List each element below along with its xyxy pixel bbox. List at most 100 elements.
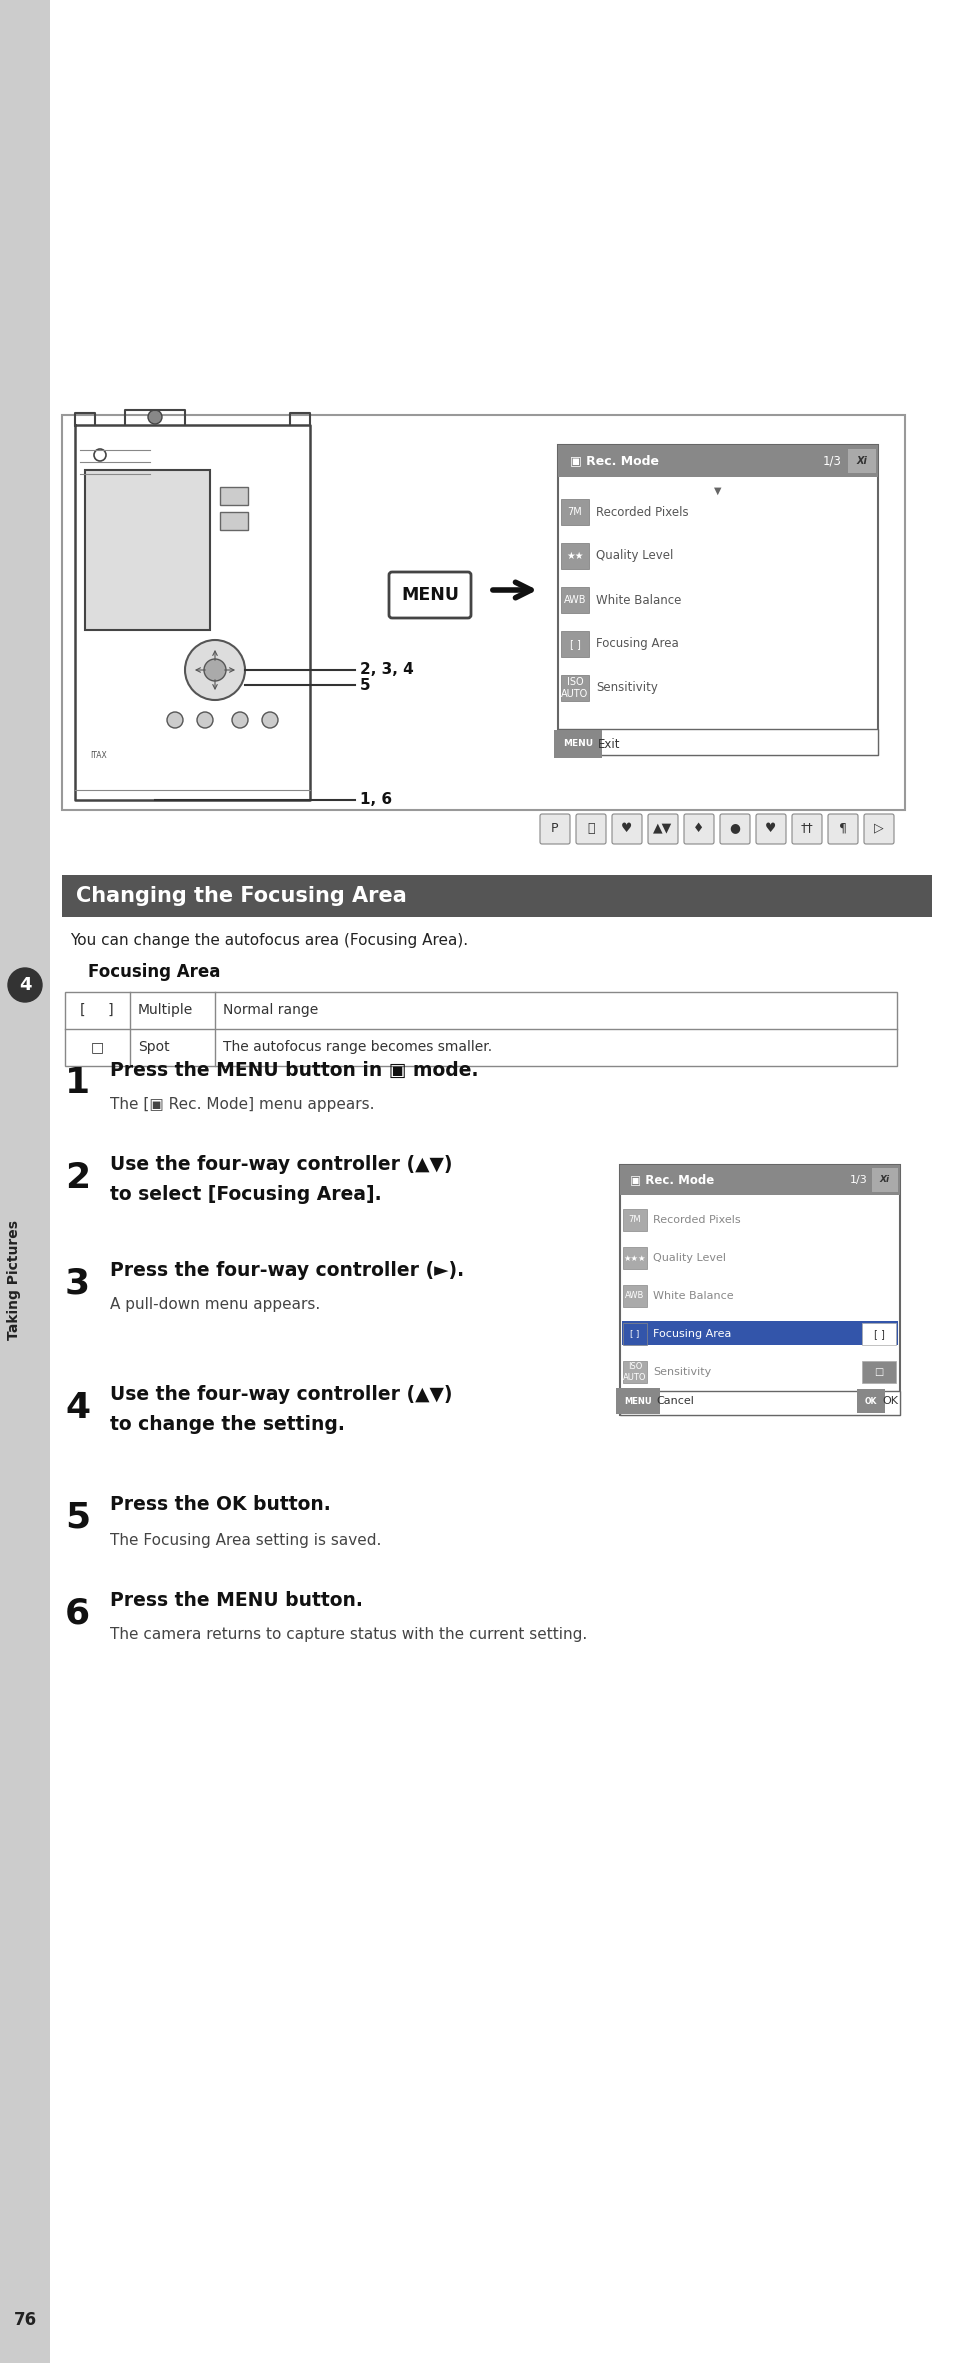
Text: The camera returns to capture status with the current setting.: The camera returns to capture status wit… [110, 1628, 587, 1642]
Text: Press the four-way controller (►).: Press the four-way controller (►). [110, 1259, 464, 1278]
FancyBboxPatch shape [871, 1167, 897, 1191]
Text: White Balance: White Balance [652, 1290, 733, 1302]
FancyBboxPatch shape [622, 1285, 646, 1307]
FancyBboxPatch shape [791, 813, 821, 844]
Text: Taking Pictures: Taking Pictures [7, 1219, 21, 1340]
Text: MENU: MENU [623, 1397, 651, 1406]
Circle shape [262, 711, 277, 728]
FancyBboxPatch shape [220, 487, 248, 506]
Text: AWB: AWB [563, 595, 586, 605]
Text: □: □ [91, 1040, 104, 1054]
Text: ¶: ¶ [838, 822, 846, 834]
FancyBboxPatch shape [619, 1165, 899, 1196]
Text: OK: OK [882, 1397, 897, 1406]
Text: 4: 4 [19, 976, 31, 995]
FancyBboxPatch shape [862, 1361, 895, 1382]
Text: Press the MENU button.: Press the MENU button. [110, 1590, 362, 1609]
FancyBboxPatch shape [622, 1248, 646, 1269]
Text: 1: 1 [65, 1066, 90, 1101]
Text: Recorded Pixels: Recorded Pixels [652, 1215, 740, 1224]
FancyBboxPatch shape [560, 631, 588, 657]
Text: A pull-down menu appears.: A pull-down menu appears. [110, 1297, 320, 1311]
FancyBboxPatch shape [720, 813, 749, 844]
Text: MENU: MENU [562, 740, 593, 749]
Text: P: P [551, 822, 558, 834]
FancyBboxPatch shape [62, 416, 904, 811]
Text: ♥: ♥ [620, 822, 632, 834]
Text: The [▣ Rec. Mode] menu appears.: The [▣ Rec. Mode] menu appears. [110, 1096, 375, 1113]
Text: [ ]: [ ] [569, 638, 579, 650]
FancyBboxPatch shape [560, 676, 588, 702]
Text: ▣ Rec. Mode: ▣ Rec. Mode [569, 454, 659, 468]
FancyBboxPatch shape [560, 586, 588, 612]
Text: 76: 76 [13, 2311, 36, 2330]
Text: 1, 6: 1, 6 [359, 792, 392, 808]
FancyBboxPatch shape [622, 1210, 646, 1231]
Circle shape [148, 411, 162, 423]
FancyBboxPatch shape [863, 813, 893, 844]
Text: ITAX: ITAX [90, 751, 107, 759]
Text: MENU: MENU [400, 586, 458, 605]
FancyBboxPatch shape [539, 813, 569, 844]
FancyBboxPatch shape [619, 1165, 899, 1415]
Text: Xi: Xi [856, 456, 866, 466]
FancyBboxPatch shape [647, 813, 678, 844]
Text: ▣ Rec. Mode: ▣ Rec. Mode [629, 1174, 714, 1186]
Circle shape [196, 711, 213, 728]
FancyBboxPatch shape [862, 1323, 895, 1345]
FancyBboxPatch shape [847, 449, 875, 473]
Text: 5: 5 [65, 1501, 90, 1536]
FancyBboxPatch shape [612, 813, 641, 844]
Text: ††: †† [800, 822, 813, 834]
Text: to select [Focusing Area].: to select [Focusing Area]. [110, 1186, 381, 1205]
Text: to change the setting.: to change the setting. [110, 1415, 345, 1434]
Text: Cancel: Cancel [656, 1397, 693, 1406]
Text: Use the four-way controller (▲▼): Use the four-way controller (▲▼) [110, 1156, 452, 1174]
Text: ♥: ♥ [764, 822, 776, 834]
Text: Recorded Pixels: Recorded Pixels [596, 506, 688, 517]
Text: 2: 2 [65, 1160, 90, 1196]
Circle shape [185, 640, 245, 699]
Text: ★★: ★★ [566, 551, 583, 560]
Text: ISO
AUTO: ISO AUTO [622, 1363, 646, 1382]
Text: Focusing Area: Focusing Area [88, 964, 220, 981]
FancyBboxPatch shape [220, 513, 248, 529]
Text: Sensitivity: Sensitivity [596, 681, 658, 695]
Circle shape [232, 711, 248, 728]
Text: [   ]: [ ] [80, 1002, 113, 1016]
Text: 6: 6 [65, 1595, 90, 1630]
FancyBboxPatch shape [558, 444, 877, 756]
Text: White Balance: White Balance [596, 593, 680, 607]
FancyBboxPatch shape [560, 543, 588, 569]
Text: 4: 4 [65, 1392, 90, 1425]
Text: You can change the autofocus area (Focusing Area).: You can change the autofocus area (Focus… [70, 933, 468, 948]
Text: ▲▼: ▲▼ [653, 822, 672, 834]
Text: ⌗: ⌗ [587, 822, 594, 834]
Text: ●: ● [729, 822, 740, 834]
Text: 3: 3 [65, 1267, 90, 1300]
FancyBboxPatch shape [621, 1321, 897, 1345]
FancyBboxPatch shape [558, 444, 877, 477]
Text: 7M: 7M [628, 1215, 640, 1224]
Text: □: □ [874, 1368, 882, 1378]
Text: ♦: ♦ [693, 822, 704, 834]
Text: ISO
AUTO: ISO AUTO [560, 678, 588, 699]
Text: 5: 5 [359, 678, 370, 692]
Text: OK: OK [864, 1397, 877, 1406]
Text: ▷: ▷ [873, 822, 882, 834]
Text: Normal range: Normal range [223, 1002, 318, 1016]
Text: Xi: Xi [879, 1174, 889, 1184]
FancyBboxPatch shape [622, 1323, 646, 1345]
Text: Press the OK button.: Press the OK button. [110, 1496, 331, 1515]
FancyBboxPatch shape [755, 813, 785, 844]
FancyBboxPatch shape [576, 813, 605, 844]
FancyBboxPatch shape [0, 0, 50, 2363]
FancyBboxPatch shape [683, 813, 713, 844]
Text: Exit: Exit [598, 737, 619, 751]
FancyBboxPatch shape [560, 499, 588, 525]
Text: The Focusing Area setting is saved.: The Focusing Area setting is saved. [110, 1534, 381, 1548]
Text: Changing the Focusing Area: Changing the Focusing Area [76, 886, 406, 905]
FancyBboxPatch shape [389, 572, 471, 619]
Text: 7M: 7M [567, 508, 581, 517]
Text: [ ]: [ ] [873, 1328, 883, 1340]
